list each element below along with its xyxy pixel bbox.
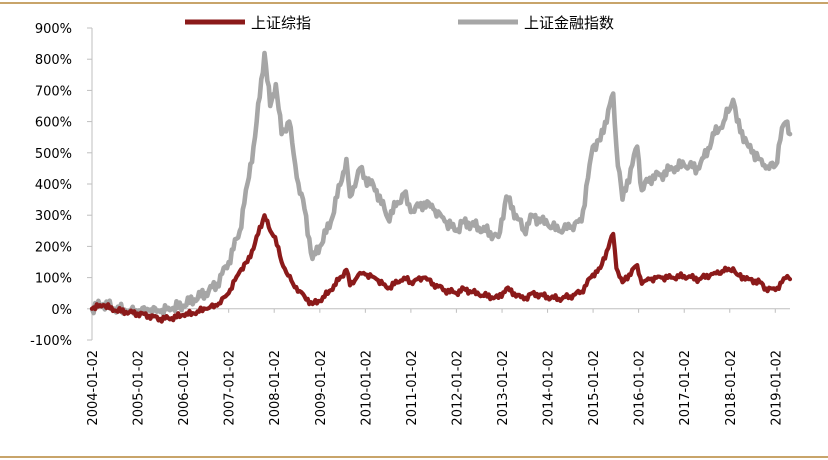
x-tick-label: 2010-01-02	[359, 350, 374, 426]
legend-label-composite: 上证综指	[251, 14, 311, 32]
y-tick-label: -100%	[30, 334, 72, 349]
legend: 上证综指 上证金融指数	[185, 14, 614, 32]
x-tick-label: 2004-01-02	[86, 350, 101, 426]
y-tick-label: 400%	[35, 178, 72, 193]
x-axis: 2004-01-02 2005-01-02 2006-01-02 2007-01-02…	[86, 308, 790, 426]
series-line-financial	[89, 50, 793, 317]
y-tick-label: 800%	[35, 53, 72, 68]
x-tick-label: 2005-01-02	[132, 350, 147, 426]
x-tick-label: 2013-01-02	[496, 350, 511, 426]
y-tick-label: 500%	[35, 147, 72, 162]
x-tick-label: 2017-01-02	[678, 350, 693, 426]
legend-item-financial: 上证金融指数	[458, 14, 614, 32]
x-tick-label: 2006-01-02	[177, 350, 192, 426]
x-tick-label: 2008-01-02	[268, 350, 283, 426]
x-tick-label: 2011-01-02	[405, 350, 420, 426]
x-tick-label: 2015-01-02	[587, 350, 602, 426]
y-tick-label: 900%	[35, 22, 72, 37]
x-tick-label: 2019-01-02	[769, 350, 784, 426]
y-tick-label: 100%	[35, 272, 72, 287]
y-axis: -100% 0% 100% 200% 300% 400% 500% 600% 700% 800% 9…	[30, 22, 93, 349]
y-tick-label: 700%	[35, 84, 72, 99]
y-tick-label: 0%	[51, 303, 72, 318]
legend-label-financial: 上证金融指数	[524, 14, 614, 32]
series-line-composite	[89, 213, 793, 324]
y-tick-label: 300%	[35, 209, 72, 224]
legend-item-composite: 上证综指	[185, 14, 311, 32]
series-layer	[89, 50, 793, 324]
y-tick-label: 200%	[35, 240, 72, 255]
x-tick-label: 2007-01-02	[223, 350, 238, 426]
x-tick-label: 2014-01-02	[542, 350, 557, 426]
y-tick-label: 600%	[35, 116, 72, 131]
x-tick-label: 2016-01-02	[633, 350, 648, 426]
x-tick-label: 2018-01-02	[724, 350, 739, 426]
x-tick-label: 2012-01-02	[450, 350, 465, 426]
x-tick-label: 2009-01-02	[314, 350, 329, 426]
